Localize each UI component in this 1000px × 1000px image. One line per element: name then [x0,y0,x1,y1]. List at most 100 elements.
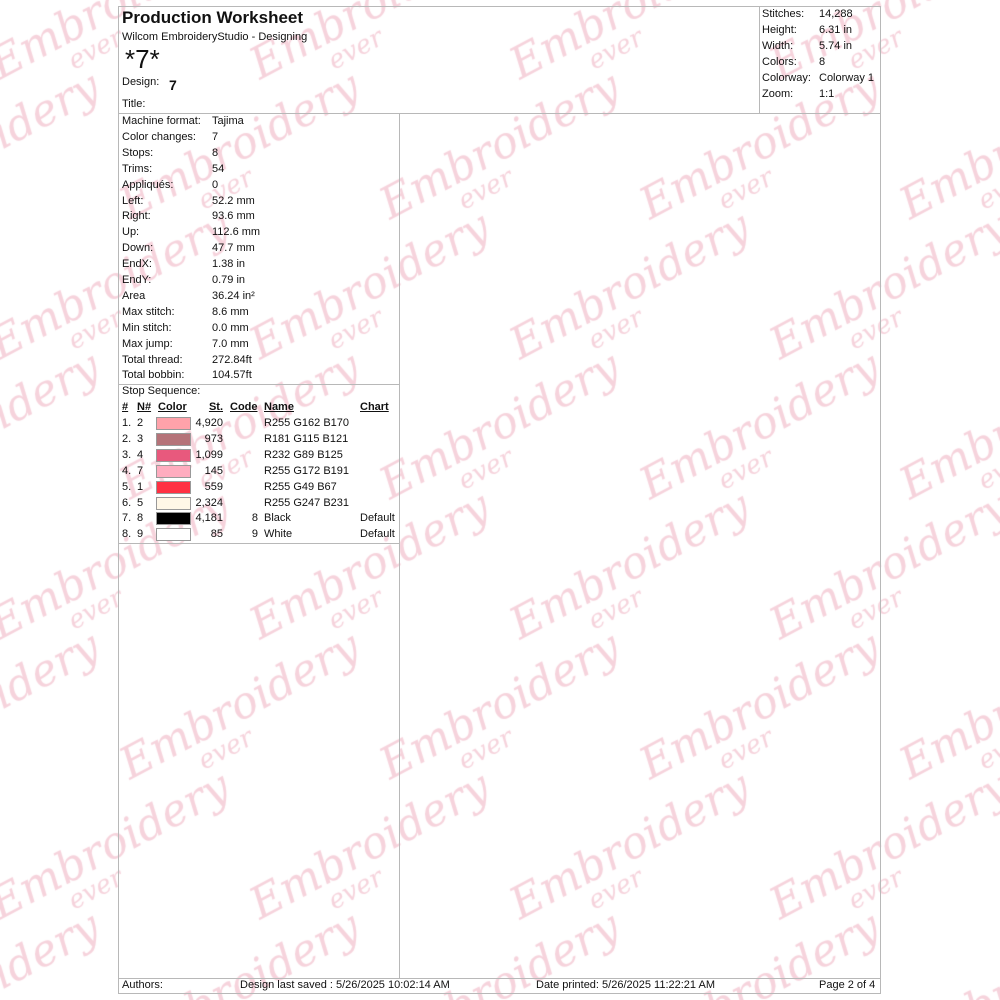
stop-sequence-title: Stop Sequence: [122,385,201,397]
property-label: Total thread: [122,353,183,366]
stat-label: Width: [762,40,794,52]
property-value: 36.24 in² [212,289,255,302]
stat-value: 8 [819,56,826,68]
property-value: 52.2 mm [212,194,255,207]
row-name: R232 G89 B125 [264,448,343,461]
property-label: Trims: [122,162,153,175]
row-num: 8. [122,528,132,541]
row-code: 9 [251,528,258,541]
property-value: Tajima [212,115,244,127]
row-needle: 2 [137,417,144,429]
property-label: Appliqués: [122,178,174,191]
stat-value: 1:1 [819,88,835,100]
title-label: Title: [122,98,146,110]
row-needle: 9 [137,528,144,541]
row-num: 7. [122,512,132,525]
row-stitches: 4,181 [195,512,223,525]
col-needle: N# [137,401,152,413]
row-num: 1. [122,417,132,429]
property-value: 104.57ft [212,369,252,382]
property-label: Machine format: [122,115,201,127]
col-chart: Chart [360,401,389,413]
property-label: Down: [122,242,154,255]
column-divider [399,113,400,978]
property-label: Left: [122,194,144,207]
color-swatch [156,528,191,542]
footer-authors: Authors: [122,979,163,991]
stats-divider [759,6,760,113]
col-name: Name [264,401,294,413]
property-label: Max jump: [122,337,173,350]
row-stitches: 145 [204,464,223,477]
color-swatch [156,432,191,446]
row-name: R255 G247 B231 [264,496,350,509]
stat-value: 14,288 [819,8,853,20]
stat-value: 5.74 in [819,40,853,52]
row-name: Black [264,512,291,525]
property-label: Color changes: [122,130,196,143]
color-swatch [156,464,191,478]
stops-divider [118,543,400,544]
row-chart: Default [360,512,395,525]
property-label: EndX: [122,258,152,271]
property-label: Right: [122,210,151,223]
design-label: Design: [122,76,160,88]
app-name: Wilcom EmbroideryStudio - Designing [122,31,308,43]
design-value: 7 [169,77,177,93]
row-needle: 7 [137,464,144,477]
page-title: Production Worksheet [122,8,304,27]
row-needle: 5 [137,496,144,509]
row-stitches: 2,324 [195,496,223,509]
property-value: 0 [212,178,219,191]
property-label: Min stitch: [122,321,172,334]
footer-printed: Date printed: 5/26/2025 11:22:21 AM [536,979,715,991]
property-value: 272.84ft [212,353,252,366]
col-stitches: St. [208,401,223,413]
color-swatch [156,448,191,462]
col-code: Code [230,401,258,413]
stat-label: Zoom: [762,88,794,100]
footer-divider [118,978,881,979]
stat-value: 6.31 in [819,24,853,36]
row-needle: 4 [137,448,144,461]
property-value: 7 [212,130,219,143]
col-color: Color [158,401,187,413]
frame-bottom [118,993,881,994]
property-value: 7.0 mm [212,337,249,350]
color-swatch [156,496,191,510]
frame-right [880,6,881,994]
footer-saved: Design last saved : 5/26/2025 10:02:14 A… [240,979,450,991]
row-needle: 1 [137,480,144,493]
row-stitches: 559 [204,480,223,493]
row-num: 2. [122,432,132,445]
footer-page: Page 2 of 4 [819,979,876,991]
row-name: R255 G162 B170 [264,417,350,429]
property-label: EndY: [122,274,152,286]
row-needle: 8 [137,512,144,525]
row-num: 4. [122,464,132,477]
stat-label: Colors: [762,56,797,68]
property-value: 8 [212,146,219,159]
property-value: 112.6 mm [212,226,261,239]
row-stitches: 973 [204,432,223,445]
property-value: 93.6 mm [212,210,255,223]
property-value: 0.79 in [212,274,246,286]
col-num: # [122,401,129,413]
property-value: 0.0 mm [212,321,249,334]
property-label: Max stitch: [122,305,175,318]
property-value: 47.7 mm [212,242,255,255]
property-label: Stops: [122,146,154,159]
stat-label: Stitches: [762,8,805,20]
row-stitches: 1,099 [195,448,223,461]
property-value: 54 [212,162,225,175]
property-value: 1.38 in [212,258,246,271]
frame-left [118,6,119,994]
property-label: Up: [122,226,140,239]
row-code: 8 [251,512,258,525]
property-label: Area [122,289,146,302]
row-num: 5. [122,480,132,493]
color-swatch [156,480,191,494]
property-label: Total bobbin: [122,369,185,382]
color-swatch [156,512,191,526]
stat-value: Colorway 1 [819,72,875,84]
